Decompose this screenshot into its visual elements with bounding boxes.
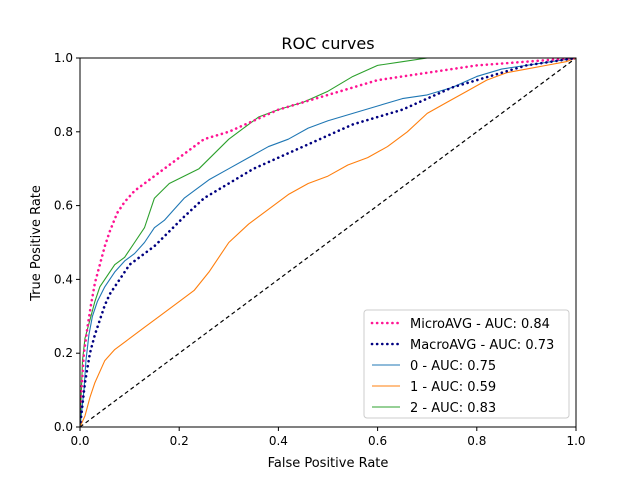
y-tick-label: 0.0 — [54, 420, 73, 434]
ticks-layer: 0.0 0.2 0.4 0.6 0.8 1.0 0.0 0.2 0.4 0.6 0.8 1.0 — [54, 51, 586, 448]
series-line-0 — [80, 58, 576, 427]
chart-title: ROC curves — [281, 34, 374, 53]
legend-label-3: 1 - AUC: 0.59 — [410, 380, 496, 395]
y-tick-label: 0.2 — [54, 346, 73, 360]
y-tick-label: 0.8 — [54, 125, 73, 139]
plot-frame — [79, 57, 577, 428]
legend-box — [363, 309, 570, 419]
x-tick-label: 1.0 — [566, 434, 585, 448]
x-tick-label: 0.2 — [170, 434, 189, 448]
x-tick-label: 0.8 — [467, 434, 486, 448]
legend-label-0: MicroAVG - AUC: 0.84 — [410, 317, 550, 332]
legend-label-4: 2 - AUC: 0.83 — [410, 401, 496, 416]
series-line-4 — [80, 58, 576, 427]
y-tick-label: 1.0 — [54, 51, 73, 65]
legend-label-1: MacroAVG - AUC: 0.73 — [410, 338, 554, 353]
x-axis-label: False Positive Rate — [268, 456, 389, 471]
legend: MicroAVG - AUC: 0.84 MacroAVG - AUC: 0.73… — [363, 309, 570, 419]
y-axis-label: True Positive Rate — [29, 185, 44, 302]
legend-label-2: 0 - AUC: 0.75 — [410, 359, 496, 374]
y-tick-label: 0.4 — [54, 272, 73, 286]
x-tick-label: 0.4 — [269, 434, 288, 448]
reference-diagonal-line — [80, 58, 576, 427]
x-tick-label: 0.0 — [70, 434, 89, 448]
series-layer — [80, 58, 576, 427]
y-tick-label: 0.6 — [54, 199, 73, 213]
series-line-3 — [80, 58, 576, 427]
series-line-1 — [80, 58, 576, 427]
x-tick-label: 0.6 — [368, 434, 387, 448]
